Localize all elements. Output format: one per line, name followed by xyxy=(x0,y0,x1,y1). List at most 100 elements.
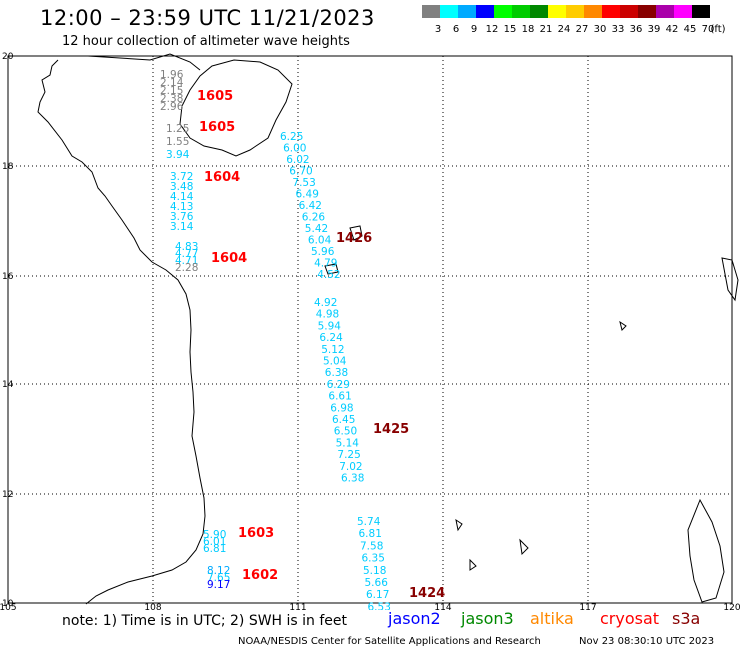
swh-value: 4.92 xyxy=(314,297,337,309)
scale-label: 3 xyxy=(435,24,441,35)
swh-value: 4.77 xyxy=(175,248,198,260)
swh-value: 3.76 xyxy=(170,211,194,223)
map-subtitle: 12 hour collection of altimeter wave hei… xyxy=(62,34,350,49)
swh-value: 1.96 xyxy=(160,69,184,81)
swh-value: 4.98 xyxy=(316,309,339,321)
swh-value: 2.96 xyxy=(160,101,184,113)
swh-value: 7.25 xyxy=(337,449,360,461)
coastline xyxy=(37,53,739,605)
scale-label: 30 xyxy=(594,24,607,35)
map-title: 12:00 – 23:59 UTC 11/21/2023 xyxy=(40,6,375,30)
swh-value: 3.94 xyxy=(166,149,190,161)
lon-label: 120 xyxy=(723,603,740,610)
lat-label: 10 xyxy=(2,599,14,609)
swh-value: 6.81 xyxy=(203,543,226,555)
scale-swatch xyxy=(656,5,674,18)
pass-number: 1424 xyxy=(409,586,445,601)
swh-value: 6.35 xyxy=(362,553,385,565)
scale-swatch xyxy=(584,5,602,18)
swh-value: 8.12 xyxy=(207,565,230,577)
swh-value: 5.74 xyxy=(357,516,381,528)
vietnam-coast xyxy=(37,59,206,605)
swh-value: 7.58 xyxy=(360,540,383,552)
grid-lines xyxy=(7,55,733,604)
swh-value: 7.02 xyxy=(339,461,362,473)
swh-value: 6.61 xyxy=(328,391,351,403)
islet-cluster-3 xyxy=(469,558,477,571)
scale-swatch xyxy=(692,5,710,18)
scale-swatch xyxy=(512,5,530,18)
scale-swatch xyxy=(530,5,548,18)
swh-value: 6.49 xyxy=(296,189,319,201)
swh-value: 6.98 xyxy=(330,402,353,414)
pass-number: 1426 xyxy=(336,231,372,246)
scale-label: 42 xyxy=(666,24,679,35)
swh-value: 6.26 xyxy=(302,212,326,224)
scale-swatch xyxy=(674,5,692,18)
swh-value: 5.94 xyxy=(318,320,342,332)
lon-label: 105 xyxy=(0,603,17,610)
swh-value: 6.81 xyxy=(359,528,382,540)
swh-value: 9.17 xyxy=(207,579,230,591)
swh-value: 6.45 xyxy=(332,414,355,426)
swh-value: 4.52 xyxy=(317,269,340,281)
scale-label: 36 xyxy=(630,24,643,35)
scale-swatch xyxy=(458,5,476,18)
pass-number: 1605 xyxy=(199,120,235,135)
scale-swatch xyxy=(566,5,584,18)
scale-label: 15 xyxy=(504,24,517,35)
gulf-tonkin-coast xyxy=(60,53,201,71)
lat-label: 20 xyxy=(2,52,14,62)
lat-label: 16 xyxy=(2,272,14,282)
satellite-altika: altika xyxy=(530,609,574,628)
swh-value: 6.38 xyxy=(325,367,348,379)
swh-value: 6.00 xyxy=(283,143,306,155)
scale-swatch xyxy=(602,5,620,18)
swh-value: 6.29 xyxy=(327,379,350,391)
swh-value: 3.48 xyxy=(170,181,193,193)
swh-value: 5.18 xyxy=(363,565,386,577)
scale-label: 24 xyxy=(558,24,571,35)
scale-label: 70 xyxy=(702,24,715,35)
swh-value: 2.28 xyxy=(175,262,198,274)
swh-value: 7.65 xyxy=(207,572,230,584)
swh-value: 6.50 xyxy=(334,426,357,438)
swh-value: 6.53 xyxy=(368,601,391,610)
swh-value: 6.42 xyxy=(299,200,322,212)
swh-value: 2.15 xyxy=(160,85,183,97)
satellite-s3a: s3a xyxy=(672,609,701,628)
swh-value: 4.83 xyxy=(175,241,198,253)
scale-label: 18 xyxy=(522,24,535,35)
swh-value: 1.55 xyxy=(166,136,189,148)
satellite-cryosat: cryosat xyxy=(600,609,660,628)
swh-value: 4.71 xyxy=(175,255,198,267)
swh-value: 2.14 xyxy=(160,77,184,89)
pass-number: 1602 xyxy=(242,568,278,583)
scale-label: 33 xyxy=(612,24,625,35)
satellite-jason3: jason3 xyxy=(461,609,514,628)
swh-value: 6.01 xyxy=(203,536,226,548)
swh-value: 5.12 xyxy=(321,344,344,356)
footer-timestamp: Nov 23 08:30:10 UTC 2023 xyxy=(579,636,715,647)
scale-swatch xyxy=(476,5,494,18)
swh-value: 5.90 xyxy=(203,529,226,541)
lat-label: 18 xyxy=(2,162,14,172)
scale-swatch xyxy=(620,5,638,18)
axis-labels: 105 108 111 114 117 120 20 18 16 14 12 10 xyxy=(0,52,740,610)
scale-label: 21 xyxy=(540,24,553,35)
footer-credit: NOAA/NESDIS Center for Satellite Applica… xyxy=(238,636,541,647)
swh-value: 4.79 xyxy=(314,258,337,270)
pass-number: 1604 xyxy=(211,251,247,266)
pass-number: 1603 xyxy=(238,526,274,541)
swh-value: 5.66 xyxy=(365,577,389,589)
scale-label: 27 xyxy=(576,24,589,35)
scale-swatch xyxy=(494,5,512,18)
spratly-islet xyxy=(619,320,627,331)
legend-note: note: 1) Time is in UTC; 2) SWH is in fe… xyxy=(62,613,348,629)
lon-label: 114 xyxy=(434,603,451,610)
scale-swatch xyxy=(422,5,440,18)
swh-value: 5.96 xyxy=(311,246,335,258)
scale-label: (ft) xyxy=(710,24,725,35)
swh-value: 6.04 xyxy=(308,235,332,247)
